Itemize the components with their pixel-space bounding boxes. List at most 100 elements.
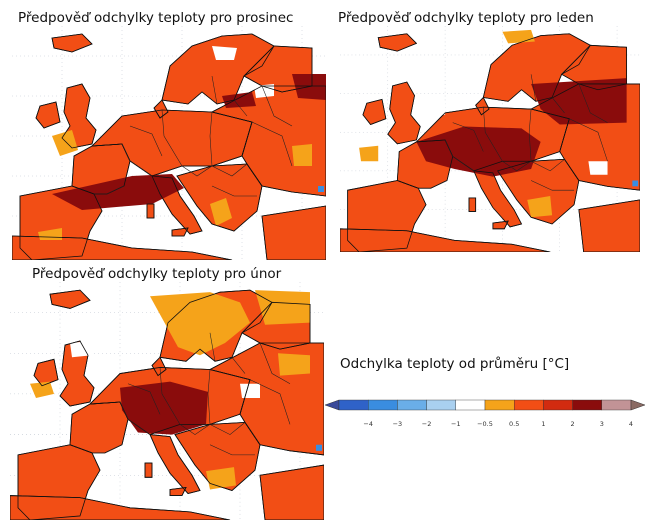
border-line xyxy=(251,121,293,167)
coast-ireland xyxy=(35,101,61,129)
anomaly-patch-1c xyxy=(150,292,250,356)
anomaly-patch-1c xyxy=(52,130,78,156)
coast-sardinia xyxy=(468,197,477,212)
coast-iceland xyxy=(49,289,91,309)
anomaly-patch-neutral xyxy=(425,101,446,115)
anomaly-patch-1c xyxy=(359,145,379,162)
coast-sicily xyxy=(171,227,189,237)
legend-swatch xyxy=(513,399,544,411)
anomaly-light-patches xyxy=(30,290,310,490)
anomaly-patch-3c xyxy=(52,174,184,210)
anomaly-patch-1c xyxy=(30,381,54,398)
anomaly-patch-neutral xyxy=(588,161,608,175)
anomaly-patch-1c xyxy=(255,290,310,325)
legend-tick-label: −3 xyxy=(392,420,403,428)
border-line xyxy=(249,379,291,425)
coast-ireland xyxy=(33,358,59,387)
coast-east xyxy=(210,85,326,197)
legend-arrow-right xyxy=(630,399,645,411)
map-layer xyxy=(340,26,640,252)
anomaly-patch-1c xyxy=(210,198,232,226)
border-line xyxy=(211,163,248,177)
legend-swatch xyxy=(397,399,427,411)
coast-balkans xyxy=(176,163,263,232)
anomaly-dark-patches xyxy=(52,74,326,210)
anomaly-patch-neutral xyxy=(94,100,110,112)
coast-denmark xyxy=(475,96,490,116)
border-line xyxy=(159,367,181,425)
anomaly-patch-1c xyxy=(502,29,535,44)
anomaly-patch-neutral xyxy=(240,383,260,398)
anomaly-patch-1c xyxy=(206,467,236,490)
border-line xyxy=(129,125,163,157)
coast-iceland xyxy=(377,33,418,52)
coast-turkey xyxy=(261,205,326,260)
anomaly-patch-3c xyxy=(222,92,256,108)
map-panel-unor xyxy=(10,282,324,520)
legend-swatch xyxy=(426,399,456,411)
region-sardinia xyxy=(146,203,155,219)
border-line xyxy=(127,383,161,415)
coast-italy xyxy=(149,434,201,495)
border-line xyxy=(528,109,532,162)
border-line xyxy=(211,185,257,197)
national-borders xyxy=(94,75,293,197)
coast-east xyxy=(530,83,640,191)
coast-finland xyxy=(241,301,311,350)
legend-swatch xyxy=(338,399,369,411)
border-line xyxy=(483,107,503,162)
coast-italy xyxy=(151,175,203,235)
border-line xyxy=(452,122,484,152)
coast-sardinia xyxy=(144,462,153,478)
map-unor xyxy=(10,282,324,520)
anomaly-patch-3c xyxy=(120,381,208,435)
border-line xyxy=(209,422,246,435)
anomaly-patch-neutral xyxy=(212,46,237,60)
coast-denmark xyxy=(151,356,167,377)
coast-britain xyxy=(61,83,97,149)
region-sardinia xyxy=(468,197,477,212)
coast-italy xyxy=(473,170,523,228)
map-layer xyxy=(12,26,326,260)
legend-title: Odchylka teploty od průměru [°C] xyxy=(340,356,570,372)
coast-scandinavia xyxy=(482,33,591,102)
border-line xyxy=(181,165,213,177)
anomaly-cold-cell xyxy=(316,444,322,451)
map-panel-prosinec xyxy=(12,26,326,260)
border-line xyxy=(121,143,153,177)
map-title-unor: Předpověď odchylky teploty pro únor xyxy=(32,266,282,282)
coast-sardinia xyxy=(146,203,155,219)
coast-ireland xyxy=(362,98,387,125)
map-prosinec xyxy=(12,26,326,260)
national-borders xyxy=(418,74,608,191)
coast-iceland xyxy=(51,33,93,53)
border-line xyxy=(92,444,123,454)
coastlines xyxy=(12,33,326,260)
map-title-leden: Předpověď odchylky teploty pro leden xyxy=(338,10,594,26)
legend-swatch xyxy=(484,399,515,411)
coast-africa xyxy=(340,228,551,252)
map-leden xyxy=(340,26,640,252)
coast-turkey xyxy=(259,464,324,520)
coast-africa xyxy=(12,235,233,260)
legend-arrow-left xyxy=(325,399,340,411)
legend-tick-label: 1 xyxy=(541,420,546,428)
region-sardinia xyxy=(144,462,153,478)
anomaly-patch-1c xyxy=(292,144,312,166)
coast-denmark xyxy=(153,99,169,119)
legend-swatch xyxy=(543,399,573,411)
map-layer xyxy=(10,282,324,520)
border-line xyxy=(502,160,532,172)
anomaly-light-patches xyxy=(38,130,312,240)
legend-swatch xyxy=(572,399,603,411)
border-line xyxy=(530,74,537,102)
border-line xyxy=(231,357,246,374)
anomaly-patch-1c xyxy=(278,353,310,376)
border-line xyxy=(161,109,183,167)
coast-britain xyxy=(59,340,95,407)
map-title-prosinec: Předpověď odchylky teploty pro prosinec xyxy=(18,10,294,26)
anomaly-patch-neutral xyxy=(132,86,152,96)
border-line xyxy=(261,85,293,127)
border-line xyxy=(207,369,211,425)
coast-sicily xyxy=(169,486,187,496)
